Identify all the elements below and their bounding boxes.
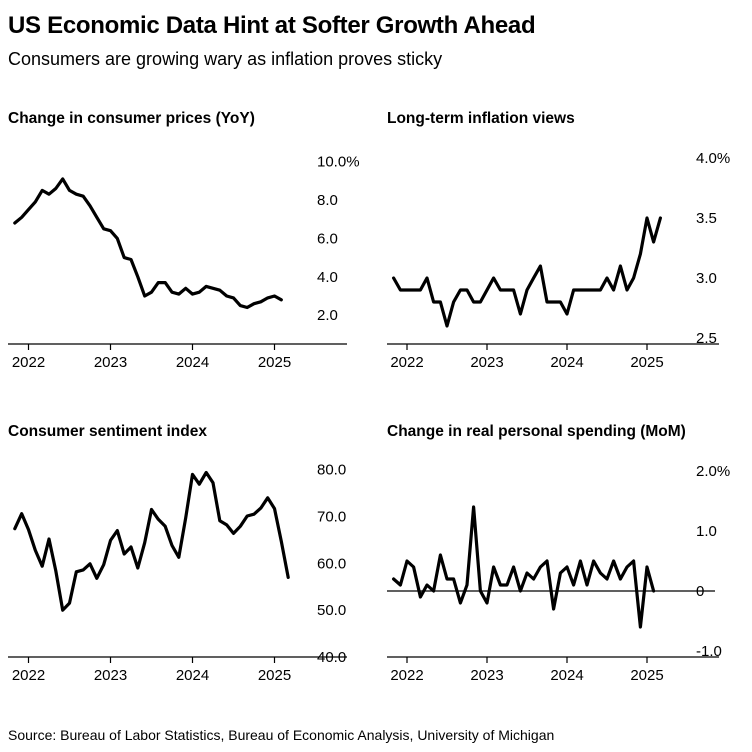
series-line (391, 505, 656, 629)
y-tick-label: 3.5 (696, 210, 717, 227)
series-line (13, 177, 283, 310)
chart-svg: 4.0% 3.5 3.0 2.5 2022 2023 2024 2025 (387, 150, 730, 371)
y-tick-label: 80.0 (317, 462, 346, 479)
x-tick-label: 2025 (258, 667, 291, 684)
chart-title: Change in consumer prices (YoY) (8, 110, 255, 127)
x-tick-label: 2025 (258, 354, 291, 371)
chart-panel-inflation-views: Long-term inflation views 4.0% 3.5 3.0 2.5 2… (387, 110, 752, 400)
x-tick-label: 2025 (630, 354, 663, 371)
x-tick-label: 2024 (550, 667, 583, 684)
chart-panel-consumer-prices: Change in consumer prices (YoY) 10.0% 8.0… (8, 110, 380, 400)
y-tick-label: 3.0 (696, 270, 717, 287)
source-note: Source: Bureau of Labor Statistics, Bure… (8, 727, 555, 743)
chart-title: Change in real personal spending (MoM) (387, 423, 686, 440)
chart-svg: 2.0% 1.0 0 -1.0 2022 2023 2024 2025 (387, 463, 730, 684)
series-line (391, 216, 662, 328)
y-tick-label: 2.0% (696, 463, 730, 480)
x-tick-label: 2023 (94, 354, 127, 371)
x-tick-label: 2023 (470, 354, 503, 371)
x-tick-label: 2022 (390, 667, 423, 684)
page-title: US Economic Data Hint at Softer Growth A… (8, 12, 536, 39)
x-tick-label: 2024 (550, 354, 583, 371)
chart-title: Consumer sentiment index (8, 423, 207, 440)
page-subtitle: Consumers are growing wary as inflation … (8, 49, 443, 69)
x-tick-label: 2025 (630, 667, 663, 684)
y-tick-label: 4.0 (317, 269, 338, 286)
y-tick-label: -1.0 (696, 643, 722, 660)
chart-panel-consumer-sentiment: Consumer sentiment index 80.0 70.0 60.0 50.… (8, 423, 380, 713)
x-tick-label: 2022 (390, 354, 423, 371)
x-tick-label: 2022 (12, 354, 45, 371)
y-tick-label: 2.5 (696, 330, 717, 347)
chart-svg: 10.0% 8.0 6.0 4.0 2.0 2022 2023 2024 2025 (8, 154, 360, 371)
x-tick-label: 2022 (12, 667, 45, 684)
y-tick-label: 70.0 (317, 509, 346, 526)
y-tick-label: 6.0 (317, 230, 338, 247)
x-tick-label: 2024 (176, 354, 209, 371)
series-line (13, 470, 290, 612)
y-tick-label: 10.0% (317, 154, 360, 171)
y-tick-label: 0 (696, 583, 704, 600)
chart-title: Long-term inflation views (387, 110, 575, 127)
x-tick-label: 2023 (94, 667, 127, 684)
x-tick-label: 2024 (176, 667, 209, 684)
y-tick-label: 60.0 (317, 555, 346, 572)
y-tick-label: 4.0% (696, 150, 730, 167)
x-tick-label: 2023 (470, 667, 503, 684)
y-tick-label: 2.0 (317, 307, 338, 324)
y-tick-label: 50.0 (317, 602, 346, 619)
y-tick-label: 8.0 (317, 192, 338, 209)
y-tick-label: 1.0 (696, 523, 717, 540)
chart-panel-personal-spending: Change in real personal spending (MoM) 2… (387, 423, 752, 713)
